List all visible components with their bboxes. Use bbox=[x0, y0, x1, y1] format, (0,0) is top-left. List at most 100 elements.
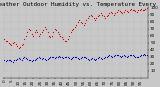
Point bbox=[123, 55, 125, 56]
Point bbox=[88, 15, 91, 17]
Point bbox=[12, 43, 14, 44]
Point bbox=[20, 45, 23, 46]
Point bbox=[49, 36, 52, 38]
Point bbox=[35, 58, 37, 60]
Point bbox=[115, 11, 118, 12]
Point bbox=[45, 28, 47, 29]
Point bbox=[108, 12, 111, 14]
Point bbox=[136, 11, 138, 12]
Point bbox=[146, 7, 148, 9]
Point bbox=[20, 59, 23, 60]
Point bbox=[146, 55, 148, 56]
Point bbox=[29, 60, 32, 61]
Point bbox=[98, 14, 101, 15]
Point bbox=[123, 11, 125, 12]
Point bbox=[33, 59, 36, 60]
Point bbox=[94, 59, 96, 60]
Point bbox=[42, 57, 44, 59]
Point bbox=[7, 59, 10, 60]
Point bbox=[39, 57, 42, 59]
Point bbox=[144, 8, 147, 10]
Point bbox=[52, 31, 55, 33]
Point bbox=[28, 59, 30, 60]
Point bbox=[79, 21, 82, 22]
Point bbox=[6, 60, 8, 61]
Point bbox=[125, 10, 128, 12]
Point bbox=[12, 61, 14, 62]
Point bbox=[143, 53, 145, 55]
Point bbox=[29, 29, 32, 31]
Point bbox=[127, 55, 129, 57]
Point bbox=[137, 10, 140, 11]
Point bbox=[118, 55, 121, 57]
Point bbox=[100, 12, 102, 14]
Point bbox=[3, 60, 6, 61]
Point bbox=[108, 55, 111, 56]
Point bbox=[107, 55, 109, 57]
Point bbox=[10, 44, 13, 46]
Point bbox=[125, 56, 128, 57]
Point bbox=[81, 22, 83, 24]
Point bbox=[4, 60, 7, 62]
Point bbox=[9, 60, 11, 61]
Point bbox=[130, 54, 132, 55]
Point bbox=[59, 56, 62, 57]
Point bbox=[40, 31, 43, 33]
Point bbox=[84, 22, 86, 24]
Point bbox=[16, 58, 19, 60]
Point bbox=[130, 8, 132, 10]
Point bbox=[104, 17, 106, 19]
Point bbox=[107, 14, 109, 15]
Point bbox=[117, 10, 119, 11]
Point bbox=[124, 10, 127, 11]
Point bbox=[19, 46, 21, 48]
Point bbox=[46, 31, 49, 33]
Title: Milwaukee Weather Outdoor Humidity vs. Temperature Every 5 Minutes: Milwaukee Weather Outdoor Humidity vs. T… bbox=[0, 2, 160, 7]
Point bbox=[85, 19, 88, 21]
Point bbox=[65, 41, 68, 42]
Point bbox=[69, 31, 72, 33]
Point bbox=[79, 57, 82, 59]
Point bbox=[117, 55, 119, 56]
Point bbox=[62, 57, 65, 59]
Point bbox=[98, 57, 101, 58]
Point bbox=[53, 28, 56, 29]
Point bbox=[133, 55, 135, 57]
Point bbox=[43, 26, 46, 28]
Point bbox=[138, 55, 141, 57]
Point bbox=[68, 57, 70, 59]
Point bbox=[64, 57, 66, 58]
Point bbox=[48, 35, 50, 36]
Point bbox=[33, 31, 36, 33]
Point bbox=[28, 28, 30, 29]
Point bbox=[111, 12, 114, 14]
Point bbox=[51, 35, 53, 36]
Point bbox=[51, 56, 53, 57]
Point bbox=[35, 29, 37, 31]
Point bbox=[58, 33, 60, 34]
Point bbox=[101, 14, 104, 15]
Point bbox=[30, 33, 33, 34]
Point bbox=[127, 11, 129, 12]
Point bbox=[137, 56, 140, 57]
Point bbox=[32, 35, 34, 36]
Point bbox=[120, 56, 122, 57]
Point bbox=[49, 57, 52, 58]
Point bbox=[100, 57, 102, 59]
Point bbox=[131, 9, 134, 10]
Point bbox=[114, 12, 116, 14]
Point bbox=[26, 58, 29, 60]
Point bbox=[128, 10, 131, 11]
Point bbox=[82, 56, 85, 57]
Point bbox=[115, 54, 118, 55]
Point bbox=[92, 17, 95, 19]
Point bbox=[39, 33, 42, 35]
Point bbox=[55, 29, 57, 31]
Point bbox=[97, 15, 99, 17]
Point bbox=[140, 55, 142, 56]
Point bbox=[85, 57, 88, 59]
Point bbox=[36, 57, 39, 59]
Point bbox=[40, 58, 43, 60]
Point bbox=[65, 56, 68, 57]
Point bbox=[110, 55, 112, 57]
